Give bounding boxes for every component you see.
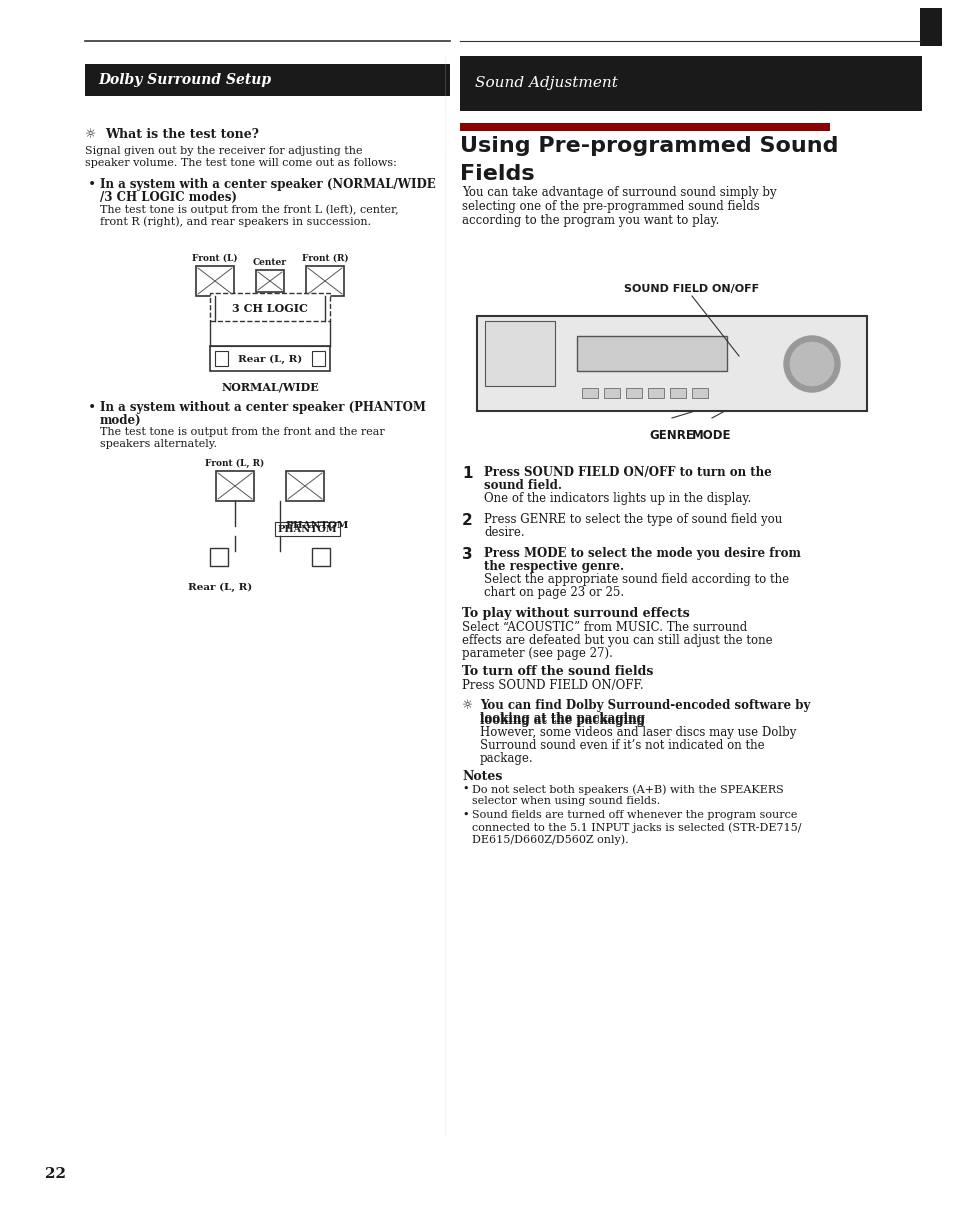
Bar [484,321,555,385]
Text: ☼: ☼ [85,128,96,141]
Bar [210,293,330,321]
Text: The test tone is output from the front L (left), center,: The test tone is output from the front L… [100,204,398,214]
Text: selector when using sound fields.: selector when using sound fields. [472,796,659,806]
Text: the respective genre.: the respective genre. [483,561,623,573]
Text: /3 CH LOGIC modes): /3 CH LOGIC modes) [100,191,236,204]
Text: •: • [461,784,468,794]
Text: Select the appropriate sound field according to the: Select the appropriate sound field accor… [483,573,788,586]
Text: GENRE: GENRE [649,429,694,441]
Bar [312,548,330,565]
Text: Rear (L, R): Rear (L, R) [188,582,252,592]
Text: 3 CH LOGIC: 3 CH LOGIC [232,303,308,314]
Bar [603,388,619,398]
Text: 2: 2 [461,513,473,528]
Bar [312,351,325,366]
Text: In a system with a center speaker (NORMAL/WIDE: In a system with a center speaker (NORMA… [100,178,436,191]
Bar [214,351,228,366]
Text: Press SOUND FIELD ON/OFF to turn on the: Press SOUND FIELD ON/OFF to turn on the [483,466,771,479]
Bar [476,316,866,411]
Text: Surround sound even if it’s not indicated on the: Surround sound even if it’s not indicate… [479,739,763,751]
Text: Press SOUND FIELD ON/OFF.: Press SOUND FIELD ON/OFF. [461,679,643,692]
Text: desire.: desire. [483,527,524,539]
FancyBboxPatch shape [459,56,921,111]
Text: Using Pre-programmed Sound: Using Pre-programmed Sound [459,136,838,156]
Bar [210,347,330,371]
Text: front R (right), and rear speakers in succession.: front R (right), and rear speakers in su… [100,216,371,226]
Text: speaker volume. The test tone will come out as follows:: speaker volume. The test tone will come … [85,158,396,168]
Text: To turn off the sound fields: To turn off the sound fields [461,665,653,679]
Text: package.: package. [479,751,533,765]
Text: Dolby Surround Setup: Dolby Surround Setup [98,73,271,88]
FancyBboxPatch shape [85,64,450,96]
Text: To play without surround effects: To play without surround effects [461,607,689,620]
Text: You can take advantage of surround sound simply by: You can take advantage of surround sound… [461,186,776,199]
Circle shape [783,336,840,392]
Text: Do not select both speakers (A+B) with the SPEAKERS: Do not select both speakers (A+B) with t… [472,784,783,794]
Bar [286,471,324,501]
Text: chart on page 23 or 25.: chart on page 23 or 25. [483,586,623,599]
Text: Front (R): Front (R) [301,254,348,263]
Text: Front (L): Front (L) [192,254,237,263]
Bar [210,548,228,565]
Text: effects are defeated but you can still adjust the tone: effects are defeated but you can still a… [461,634,772,647]
Bar [255,270,284,292]
Text: Front (L, R): Front (L, R) [205,458,264,468]
Bar [215,471,253,501]
Bar [581,388,598,398]
Text: parameter (see page 27).: parameter (see page 27). [461,647,612,660]
Text: The test tone is output from the front and the rear: The test tone is output from the front a… [100,427,384,437]
Text: ☼: ☼ [461,699,473,713]
Text: Fields: Fields [459,164,534,184]
Text: •: • [461,810,468,820]
Text: sound field.: sound field. [483,479,561,492]
Text: PHANTOM: PHANTOM [285,520,348,530]
Bar [625,388,641,398]
Text: 22: 22 [45,1167,66,1181]
Text: connected to the 5.1 INPUT jacks is selected (STR-DE715/: connected to the 5.1 INPUT jacks is sele… [472,822,801,833]
Bar [669,388,685,398]
Text: However, some videos and laser discs may use Dolby: However, some videos and laser discs may… [479,726,796,739]
Text: In a system without a center speaker (PHANTOM: In a system without a center speaker (PH… [100,401,425,413]
Text: Sound Adjustment: Sound Adjustment [475,75,618,90]
Text: Notes: Notes [461,770,502,783]
Text: •: • [88,401,96,415]
Bar [306,266,344,295]
Text: PHANTOM: PHANTOM [277,524,336,534]
Bar [577,336,726,371]
Text: SOUND FIELD ON/OFF: SOUND FIELD ON/OFF [624,285,759,294]
Bar [195,266,233,295]
Text: Press MODE to select the mode you desire from: Press MODE to select the mode you desire… [483,547,800,561]
Bar [274,522,339,536]
Text: mode): mode) [100,413,141,427]
Text: selecting one of the pre-programmed sound fields: selecting one of the pre-programmed soun… [461,199,759,213]
Text: Press GENRE to select the type of sound field you: Press GENRE to select the type of sound … [483,513,781,527]
Text: Sound fields are turned off whenever the program source: Sound fields are turned off whenever the… [472,810,797,820]
FancyBboxPatch shape [919,9,941,46]
Text: What is the test tone?: What is the test tone? [105,128,258,141]
Text: Rear (L, R): Rear (L, R) [237,354,302,364]
Text: •: • [88,178,96,192]
Text: looking at the packaging: looking at the packaging [479,713,644,725]
Text: Select “ACOUSTIC” from MUSIC. The surround: Select “ACOUSTIC” from MUSIC. The surrou… [461,621,746,634]
Bar [691,388,707,398]
Text: One of the indicators lights up in the display.: One of the indicators lights up in the d… [483,492,750,505]
Text: DE615/D660Z/D560Z only).: DE615/D660Z/D560Z only). [472,834,628,845]
FancyBboxPatch shape [459,123,829,131]
Text: 1: 1 [461,466,472,482]
Text: speakers alternately.: speakers alternately. [100,439,216,449]
Text: NORMAL/WIDE: NORMAL/WIDE [221,381,318,392]
Text: according to the program you want to play.: according to the program you want to pla… [461,214,719,227]
Text: Signal given out by the receiver for adjusting the: Signal given out by the receiver for adj… [85,146,362,156]
Text: 3: 3 [461,547,472,562]
Text: You can find Dolby Surround-encoded software by
looking at the packaging: You can find Dolby Surround-encoded soft… [479,699,809,727]
Text: Center: Center [253,258,287,268]
Circle shape [789,342,833,385]
Text: MODE: MODE [692,429,731,441]
Bar [647,388,663,398]
